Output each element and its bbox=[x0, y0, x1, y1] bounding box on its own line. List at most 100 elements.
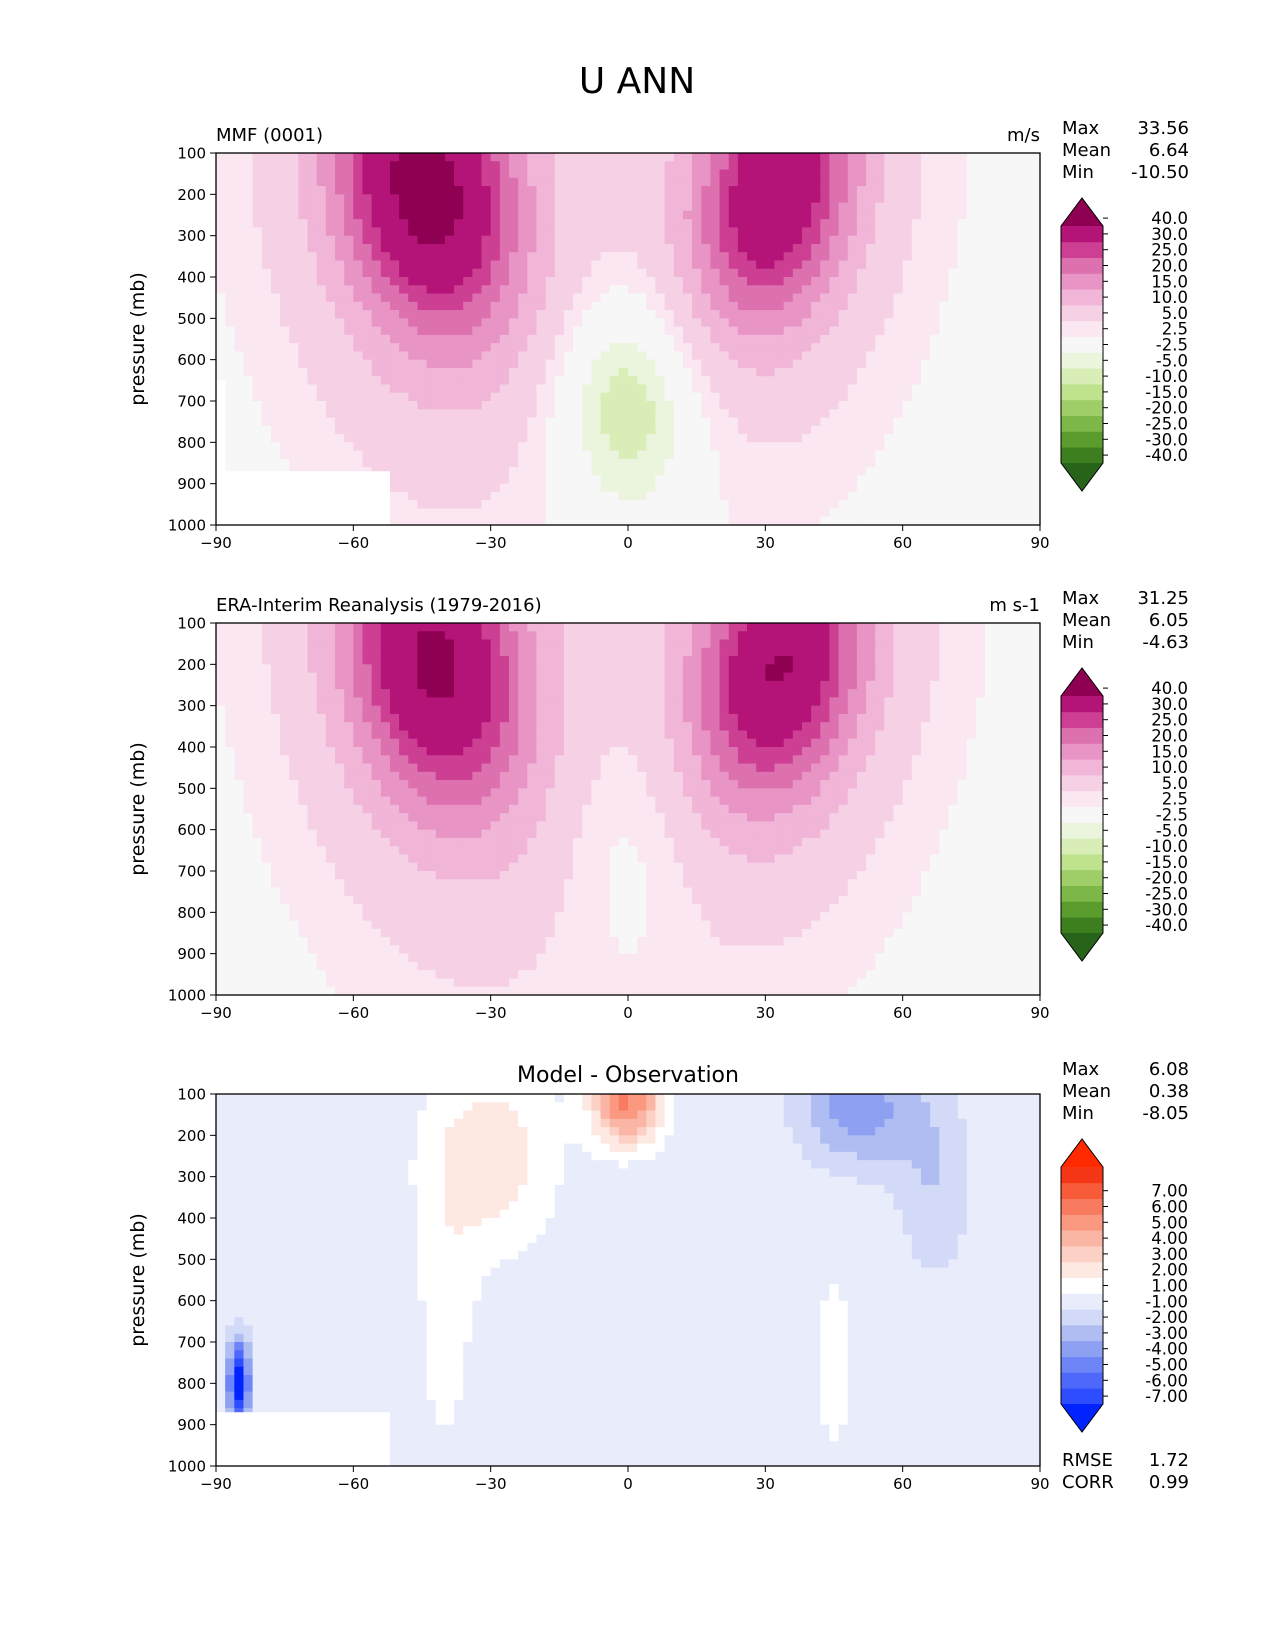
heatmap-cell bbox=[563, 334, 574, 344]
heatmap-cell bbox=[353, 672, 364, 682]
heatmap-cell bbox=[335, 277, 345, 286]
heatmap-cell bbox=[1021, 467, 1032, 476]
heatmap-cell bbox=[673, 475, 684, 485]
heatmap-cell bbox=[737, 351, 748, 361]
heatmap-cell bbox=[884, 194, 895, 204]
heatmap-cell bbox=[618, 647, 629, 657]
heatmap-cell bbox=[1030, 434, 1041, 443]
heatmap-cell bbox=[499, 491, 510, 501]
heatmap-cell bbox=[893, 656, 904, 665]
heatmap-cell bbox=[417, 680, 428, 690]
heatmap-cell bbox=[481, 401, 492, 410]
heatmap-cell bbox=[270, 359, 281, 369]
heatmap-cell bbox=[591, 177, 602, 187]
heatmap-cell bbox=[664, 483, 675, 493]
heatmap-cell bbox=[957, 252, 968, 262]
heatmap-cell bbox=[591, 442, 602, 452]
heatmap-cell bbox=[563, 392, 574, 402]
heatmap-cell bbox=[573, 384, 583, 394]
heatmap-cell bbox=[362, 623, 373, 632]
heatmap-cell bbox=[270, 219, 281, 228]
heatmap-cell bbox=[966, 417, 977, 427]
heatmap-cell bbox=[280, 202, 290, 212]
heatmap-cell bbox=[701, 500, 711, 510]
heatmap-cell bbox=[1030, 169, 1041, 179]
heatmap-cell bbox=[747, 161, 757, 171]
heatmap-cell bbox=[710, 334, 721, 344]
heatmap-cell bbox=[563, 491, 574, 501]
heatmap-cell bbox=[545, 376, 556, 386]
heatmap-cell bbox=[985, 401, 995, 410]
heatmap-cell bbox=[426, 409, 437, 419]
heatmap-cell bbox=[399, 639, 409, 649]
heatmap-cell bbox=[243, 210, 254, 220]
heatmap-cell bbox=[655, 277, 666, 286]
heatmap-cell bbox=[289, 409, 299, 419]
heatmap-cell bbox=[618, 639, 629, 649]
heatmap-cell bbox=[573, 227, 583, 237]
heatmap-cell bbox=[765, 235, 776, 245]
heatmap-cell bbox=[719, 301, 730, 311]
heatmap-cell bbox=[243, 161, 254, 171]
heatmap-cell bbox=[756, 647, 766, 657]
heatmap-cell bbox=[435, 401, 446, 410]
heatmap-cell bbox=[875, 516, 885, 526]
heatmap-cell bbox=[298, 235, 309, 245]
heatmap-cell bbox=[389, 656, 400, 665]
heatmap-cell bbox=[545, 434, 556, 443]
heatmap-cell bbox=[994, 227, 1004, 237]
heatmap-cell bbox=[646, 359, 657, 369]
heatmap-cell bbox=[682, 442, 693, 452]
heatmap-cell bbox=[1012, 631, 1023, 641]
heatmap-cell bbox=[408, 285, 419, 295]
heatmap-cell bbox=[792, 450, 803, 460]
heatmap-cell bbox=[673, 227, 684, 237]
heatmap-cell bbox=[646, 672, 657, 682]
heatmap-cell bbox=[911, 351, 922, 361]
heatmap-cell bbox=[985, 186, 995, 195]
heatmap-cell bbox=[966, 301, 977, 311]
heatmap-cell bbox=[728, 483, 739, 493]
heatmap-cell bbox=[628, 417, 638, 427]
heatmap-cell bbox=[838, 672, 849, 682]
heatmap-cell bbox=[792, 384, 803, 394]
heatmap-cell bbox=[591, 326, 602, 336]
heatmap-cell bbox=[829, 343, 840, 352]
heatmap-cell bbox=[737, 631, 748, 641]
heatmap-cell bbox=[957, 384, 968, 394]
heatmap-cell bbox=[508, 417, 519, 427]
heatmap-cell bbox=[847, 516, 858, 526]
heatmap-cell bbox=[701, 169, 711, 179]
heatmap-cell bbox=[554, 301, 565, 311]
heatmap-cell bbox=[399, 301, 409, 311]
heatmap-cell bbox=[298, 177, 309, 187]
heatmap-cell bbox=[307, 689, 318, 698]
heatmap-cell bbox=[600, 409, 611, 419]
heatmap-cell bbox=[234, 697, 245, 707]
heatmap-cell bbox=[737, 680, 748, 690]
heatmap-cell bbox=[225, 268, 235, 278]
heatmap-cell bbox=[1003, 169, 1014, 179]
heatmap-cell bbox=[618, 450, 629, 460]
heatmap-cell bbox=[994, 359, 1004, 369]
heatmap-cell bbox=[362, 458, 373, 468]
heatmap-cell bbox=[884, 318, 895, 328]
heatmap-cell bbox=[280, 442, 290, 452]
heatmap-cell bbox=[756, 260, 766, 270]
heatmap-cell bbox=[573, 680, 583, 690]
heatmap-cell bbox=[710, 326, 721, 336]
heatmap-cell bbox=[792, 467, 803, 476]
heatmap-cell bbox=[499, 392, 510, 402]
heatmap-cell bbox=[701, 384, 711, 394]
heatmap-cell bbox=[975, 508, 986, 518]
heatmap-cell bbox=[957, 194, 968, 204]
heatmap-cell bbox=[454, 252, 464, 262]
heatmap-cell bbox=[600, 169, 611, 179]
heatmap-cell bbox=[353, 689, 364, 698]
heatmap-cell bbox=[930, 367, 940, 377]
heatmap-cell bbox=[930, 186, 940, 195]
heatmap-cell bbox=[957, 516, 968, 526]
heatmap-cell bbox=[600, 516, 611, 526]
heatmap-cell bbox=[508, 153, 519, 162]
heatmap-cell bbox=[801, 161, 812, 171]
